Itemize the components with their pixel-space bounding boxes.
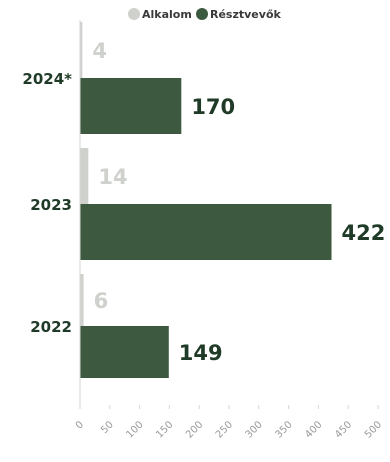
value-label-resztvevok: 149 — [179, 341, 223, 365]
bars — [80, 22, 332, 378]
value-label-alkalom: 6 — [94, 289, 109, 313]
x-tick-label: 350 — [273, 419, 294, 440]
legend-label: Alkalom — [142, 8, 192, 21]
bar-resztvevok — [80, 78, 182, 134]
x-tick-label: 500 — [363, 419, 384, 440]
legend-swatch — [196, 8, 208, 20]
legend-item: Résztvevők — [196, 8, 281, 21]
bar-alkalom — [80, 274, 84, 326]
x-tick-label: 250 — [214, 419, 235, 440]
category-label: 2022 — [30, 318, 72, 336]
legend-label: Résztvevők — [210, 8, 281, 21]
x-tick-label: 0 — [74, 419, 86, 431]
bar-alkalom — [80, 22, 83, 78]
x-tick-label: 100 — [124, 419, 145, 440]
category-label: 2023 — [30, 196, 72, 214]
value-label-resztvevok: 170 — [191, 95, 235, 119]
x-tick-label: 400 — [303, 419, 324, 440]
x-tick-label: 300 — [244, 419, 265, 440]
x-tick-label: 450 — [333, 419, 354, 440]
value-label-alkalom: 14 — [98, 165, 127, 189]
value-labels: 4 170 14 422 6 149 — [92, 39, 385, 365]
legend-swatch — [128, 8, 140, 20]
x-tick-label: 200 — [184, 419, 205, 440]
bar-alkalom — [80, 148, 89, 204]
x-tick-label: 150 — [154, 419, 175, 440]
bar-resztvevok — [80, 326, 169, 378]
category-label: 2024* — [22, 70, 72, 88]
bar-resztvevok — [80, 204, 332, 260]
category-labels: 2024* 2023 2022 — [22, 70, 72, 336]
legend-item: Alkalom — [128, 8, 192, 21]
x-tick-label: 50 — [99, 419, 116, 436]
legend: Alkalom Résztvevők — [128, 8, 281, 21]
value-label-alkalom: 4 — [92, 39, 107, 63]
value-label-resztvevok: 422 — [342, 221, 386, 245]
